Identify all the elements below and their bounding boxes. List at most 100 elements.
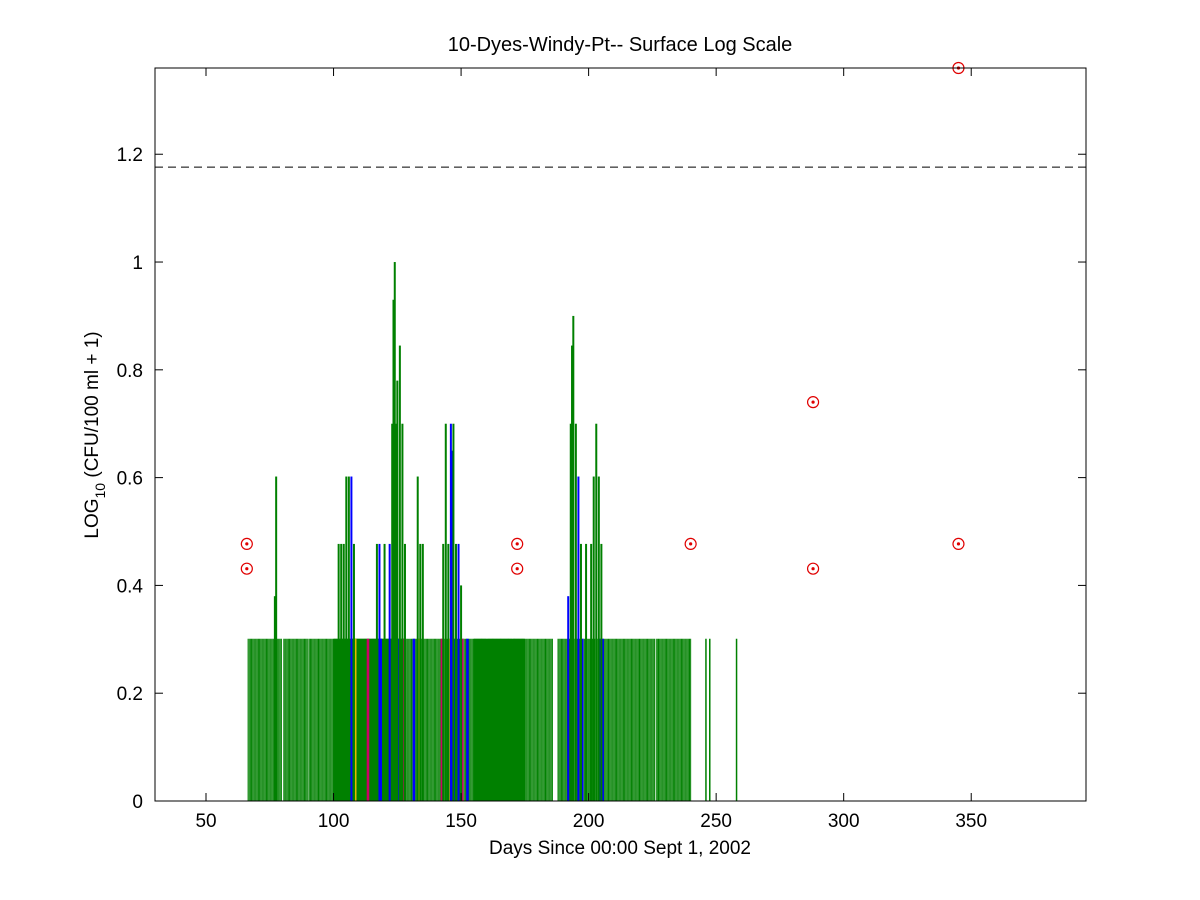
bar — [449, 423, 452, 801]
bar-blue — [379, 638, 383, 801]
bar — [391, 423, 394, 801]
y-tick-label: 0 — [132, 792, 143, 813]
bar-magenta — [402, 638, 405, 801]
bar — [571, 345, 574, 801]
marker-dot — [515, 542, 519, 546]
bar — [275, 476, 278, 801]
marker-ring — [806, 396, 820, 409]
bar — [457, 543, 460, 801]
x-tick-label: 350 — [955, 811, 987, 832]
y-tick-label: 0.8 — [117, 361, 143, 382]
data-marker — [684, 537, 697, 551]
bar — [416, 476, 419, 801]
bar-blue — [453, 638, 456, 801]
axes-box — [154, 67, 1087, 802]
bar-yellow — [417, 638, 421, 801]
bar — [395, 423, 398, 801]
bar — [337, 543, 340, 801]
y-tick-label: 1.2 — [117, 145, 143, 166]
marker-ring — [511, 537, 524, 551]
data-marker — [806, 562, 820, 575]
bar — [273, 596, 276, 801]
bar — [345, 476, 348, 801]
bar-yellow — [448, 638, 451, 801]
bar — [585, 543, 588, 801]
bar-magenta — [440, 638, 444, 801]
y-tick-label: 0.4 — [117, 576, 144, 597]
data-marker — [511, 537, 524, 551]
marker-ring — [952, 537, 965, 551]
marker-ring — [240, 562, 253, 575]
bar — [592, 476, 595, 801]
tick-group: 50 100 150 200 250 300 350 0 0.2 0.4 0.6 0.8 1 1.2 — [117, 68, 1086, 832]
bar-blue — [412, 638, 416, 801]
bar — [401, 423, 404, 801]
bar-group — [247, 262, 738, 801]
bar — [393, 262, 396, 801]
bar — [340, 543, 343, 801]
bar — [421, 543, 424, 801]
bar — [567, 596, 570, 801]
bar — [597, 476, 600, 801]
bar-blue — [580, 638, 584, 801]
bar — [600, 543, 603, 801]
bar — [352, 543, 355, 801]
bar-blue — [466, 638, 469, 801]
bar — [375, 543, 378, 801]
x-tick-label: 200 — [573, 811, 605, 832]
bar — [392, 299, 395, 801]
marker-dot — [245, 567, 249, 571]
data-marker — [240, 537, 253, 551]
bar — [403, 543, 406, 801]
bar — [350, 476, 353, 801]
bar — [398, 345, 401, 801]
bar — [383, 543, 386, 801]
x-axis-label: Days Since 00:00 Sept 1, 2002 — [489, 838, 751, 859]
bar — [347, 476, 350, 801]
bar — [451, 450, 454, 801]
x-tick-label: 100 — [318, 811, 350, 832]
bar — [574, 423, 577, 801]
x-tick-label: 150 — [445, 811, 477, 832]
overlay-group — [155, 61, 1086, 575]
data-marker — [240, 562, 253, 575]
bar-magenta — [366, 638, 370, 801]
data-marker — [952, 537, 965, 551]
x-tick-label: 50 — [195, 811, 216, 832]
marker-ring — [240, 537, 253, 551]
y-tick-label: 0.6 — [117, 469, 143, 490]
chart-title: 10-Dyes-Windy-Pt-- Surface Log Scale — [448, 34, 793, 56]
marker-dot — [956, 542, 961, 546]
bar — [577, 476, 580, 801]
marker-ring — [806, 562, 820, 575]
bar-blue — [397, 638, 400, 801]
marker-dot — [811, 567, 815, 571]
bar-magenta — [461, 638, 464, 801]
x-tick-label: 250 — [700, 811, 732, 832]
bar-yellow — [353, 638, 357, 801]
y-axis-label-main: LOG — [82, 498, 103, 538]
marker-ring — [511, 562, 524, 575]
y-axis-label-rest: (CFU/100 ml + 1) — [82, 331, 103, 483]
bar — [572, 315, 575, 801]
y-axis-label-subscript: 10 — [92, 483, 108, 499]
marker-dot — [811, 400, 815, 404]
bar — [396, 380, 399, 801]
y-tick-label: 1 — [132, 253, 143, 274]
bar — [419, 543, 422, 801]
bar — [595, 423, 598, 801]
marker-dot — [245, 542, 249, 546]
y-tick-label: 0.2 — [117, 684, 143, 705]
data-marker — [511, 562, 524, 575]
bar — [378, 543, 381, 801]
marker-dot — [689, 542, 693, 546]
bar — [569, 423, 572, 801]
bar — [454, 543, 457, 801]
bar — [460, 585, 463, 801]
bar — [442, 543, 445, 801]
bar — [447, 543, 450, 801]
data-marker — [806, 396, 820, 409]
bar — [444, 423, 447, 801]
y-axis-label: LOG10 (CFU/100 ml + 1) — [82, 331, 108, 538]
